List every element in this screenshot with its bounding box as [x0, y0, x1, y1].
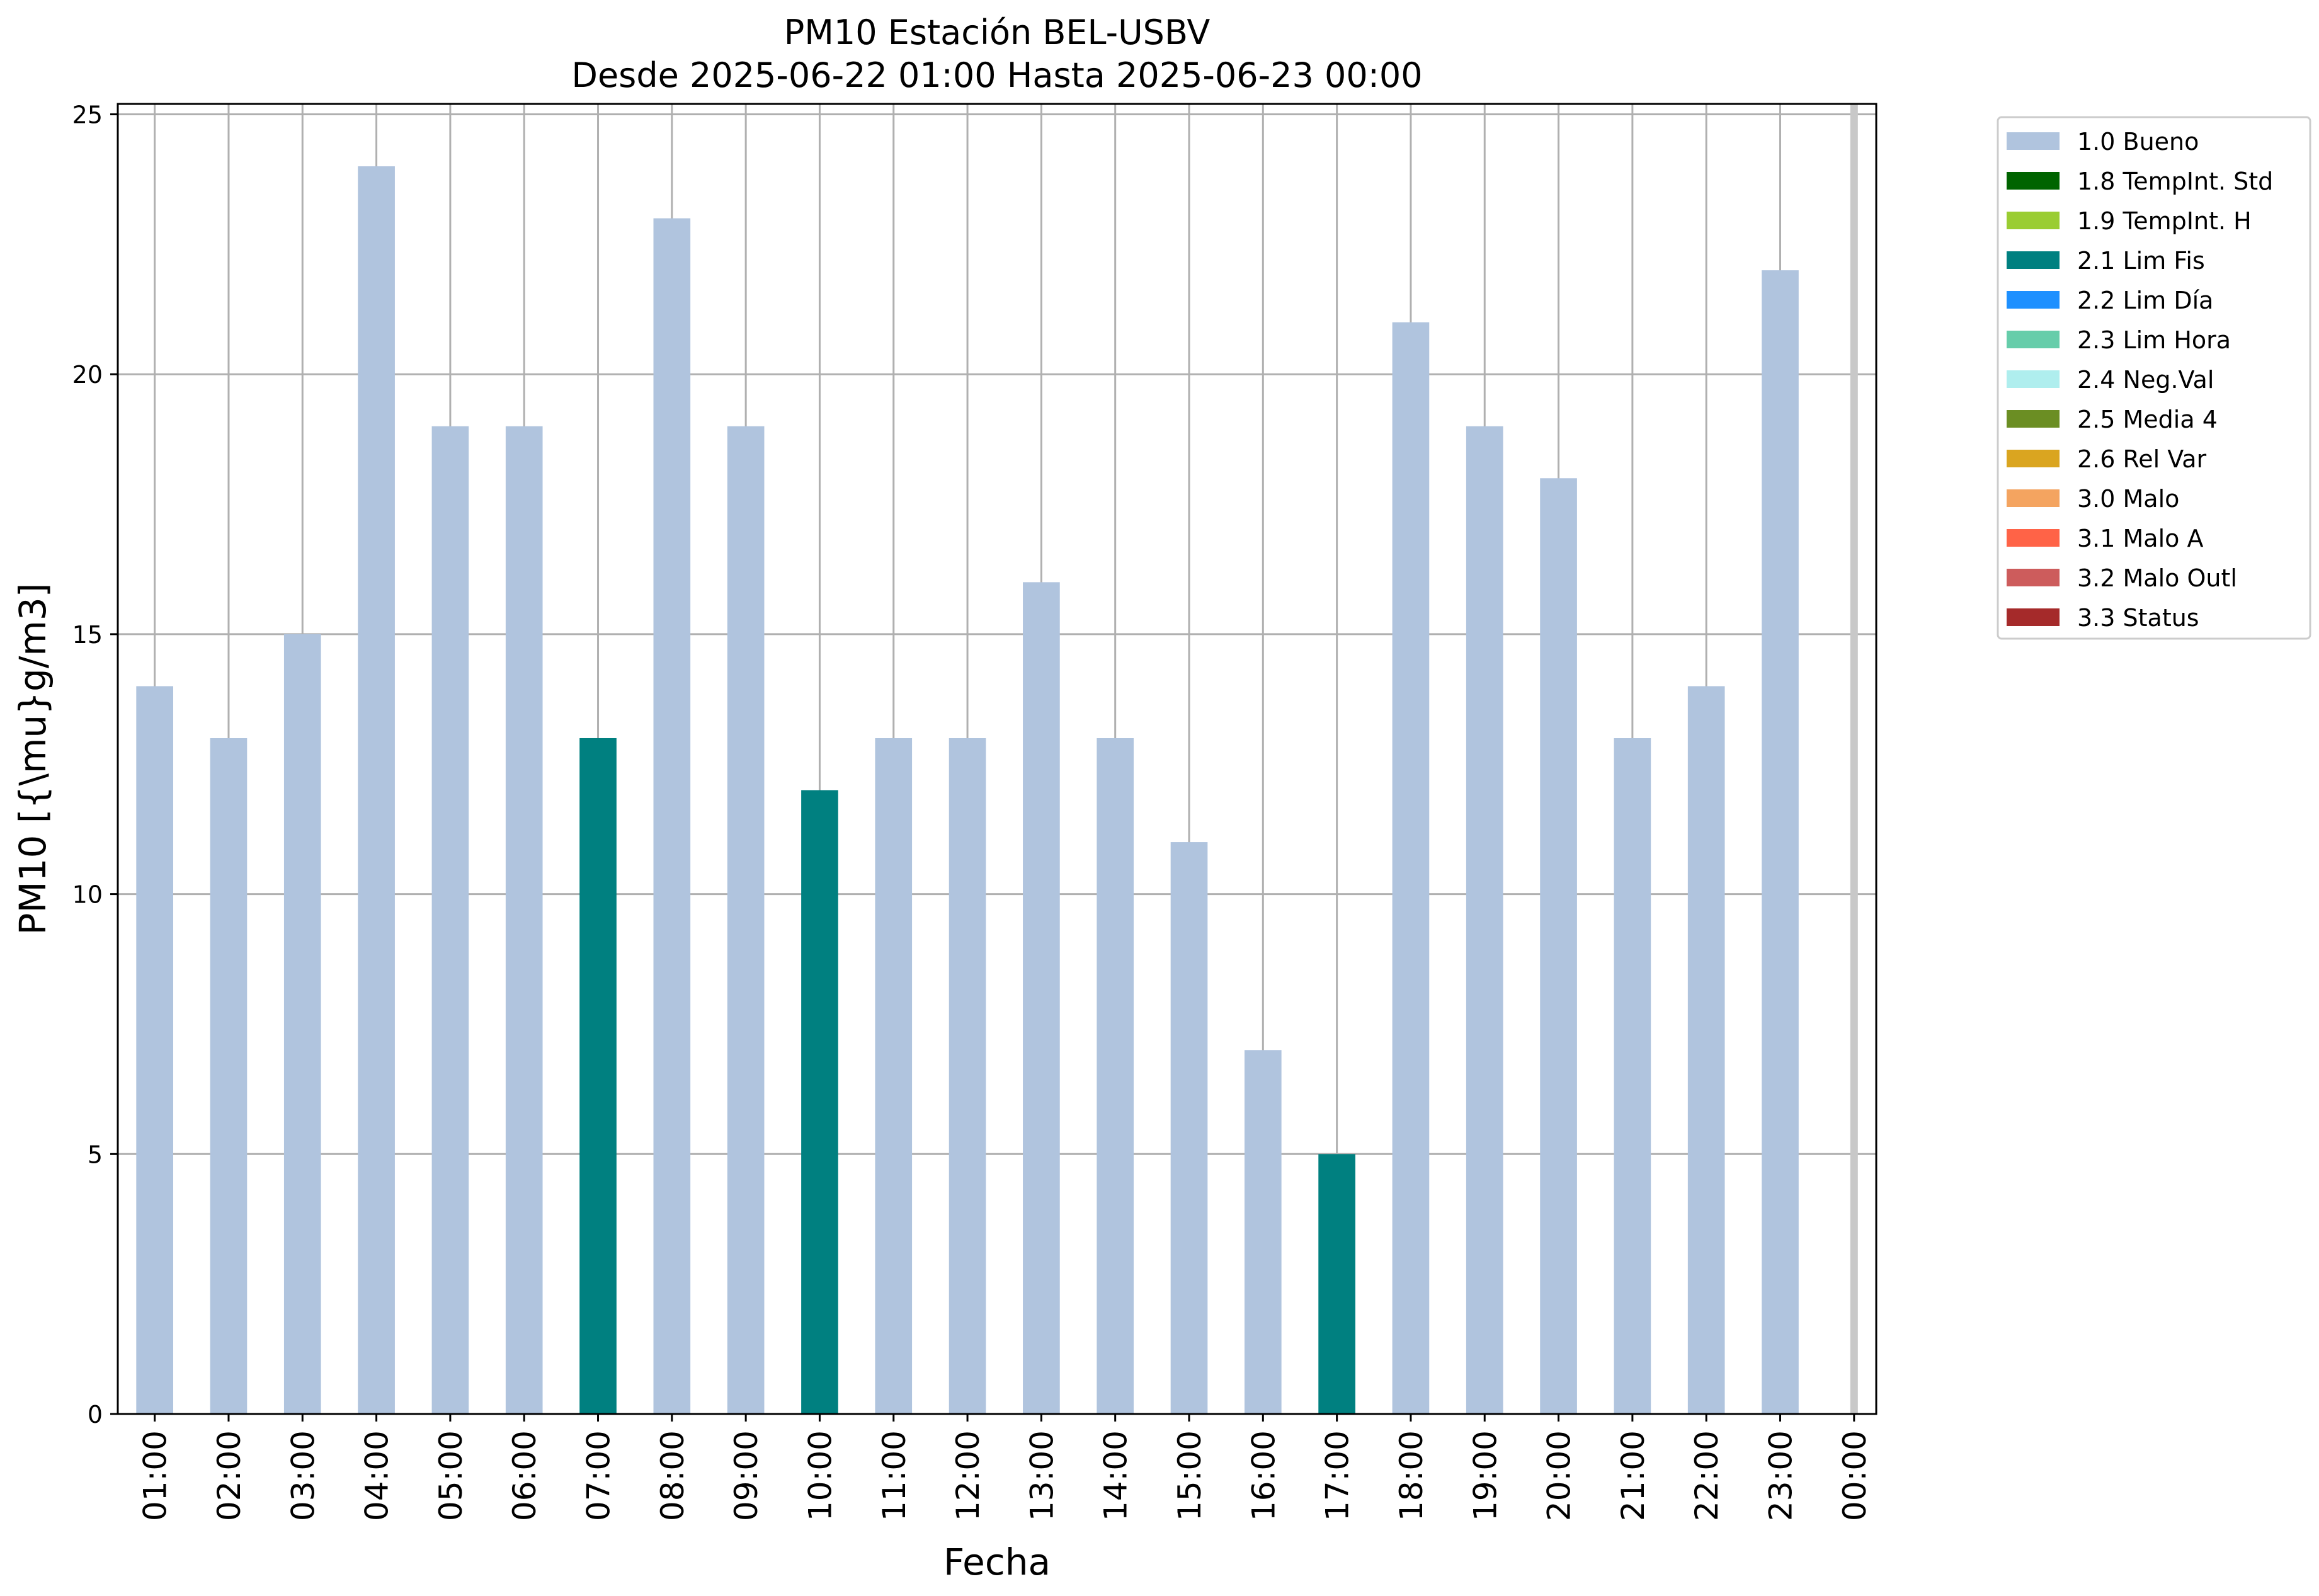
bar	[1540, 478, 1577, 1415]
legend-label: 2.3 Lim Hora	[2077, 326, 2231, 354]
x-tick-label: 17:00	[1319, 1430, 1356, 1521]
legend: 1.0 Bueno 1.8 TempInt. Std 1.9 TempInt. H 2…	[1997, 116, 2311, 640]
legend-label: 1.9 TempInt. H	[2077, 207, 2252, 235]
bar	[1170, 842, 1208, 1414]
legend-label: 3.3 Status	[2077, 604, 2199, 632]
legend-swatch	[2007, 212, 2060, 229]
bar	[358, 166, 395, 1414]
bar	[1244, 1050, 1282, 1414]
y-tick-label: 10	[72, 881, 103, 909]
legend-swatch	[2007, 608, 2060, 626]
legend-swatch	[2007, 489, 2060, 507]
x-axis: 01:00 02:00 03:00 04:00 05:00 06:00 07:00 08:00…	[137, 1414, 1873, 1521]
legend-label: 2.2 Lim Día	[2077, 287, 2213, 314]
chart-title: PM10 Estación BEL-USBV	[784, 13, 1211, 52]
bar	[1023, 582, 1060, 1415]
plot-frame	[117, 103, 1877, 1415]
legend-swatch	[2007, 331, 2060, 348]
x-tick-label: 13:00	[1023, 1430, 1060, 1521]
legend-label: 1.0 Bueno	[2077, 128, 2199, 156]
bar	[1762, 270, 1799, 1415]
bar	[875, 738, 913, 1414]
x-tick-label: 05:00	[433, 1430, 469, 1521]
legend-swatch	[2007, 529, 2060, 547]
x-tick-label: 19:00	[1467, 1430, 1503, 1521]
legend-label: 1.8 TempInt. Std	[2077, 168, 2273, 195]
legend-swatch	[2007, 450, 2060, 467]
x-axis-label: Fecha	[943, 1541, 1051, 1583]
y-tick-label: 20	[72, 361, 103, 389]
bar	[431, 426, 469, 1414]
bar	[1097, 738, 1134, 1414]
legend-label: 2.6 Rel Var	[2077, 445, 2207, 473]
x-tick-label: 06:00	[506, 1430, 543, 1521]
legend-swatch	[2007, 370, 2060, 388]
legend-swatch	[2007, 410, 2060, 428]
bar	[283, 634, 321, 1414]
x-tick-label: 10:00	[802, 1430, 838, 1521]
x-tick-label: 14:00	[1098, 1430, 1134, 1521]
bar	[1466, 426, 1503, 1414]
legend-swatch	[2007, 251, 2060, 269]
x-tick-label: 21:00	[1615, 1430, 1651, 1521]
bar	[949, 738, 986, 1414]
y-axis: 0 5 10 15 20 25	[72, 101, 118, 1428]
bar	[579, 738, 617, 1414]
bar	[136, 686, 173, 1414]
legend-swatch	[2007, 132, 2060, 150]
legend-label: 3.0 Malo	[2077, 485, 2179, 513]
x-tick-label: 09:00	[728, 1430, 765, 1521]
y-axis-label: PM10 [{\mu}g/m3]	[11, 583, 54, 935]
chart-subtitle: Desde 2025-06-22 01:00 Hasta 2025-06-23 …	[571, 55, 1422, 95]
legend-swatch	[2007, 291, 2060, 309]
x-tick-label: 04:00	[359, 1430, 396, 1521]
bar	[1392, 322, 1430, 1415]
bar-missing	[1850, 104, 1858, 1414]
bar	[1614, 738, 1651, 1414]
legend-label: 2.4 Neg.Val	[2077, 366, 2214, 394]
bars	[136, 104, 1858, 1415]
bar	[801, 790, 838, 1414]
x-tick-label: 22:00	[1689, 1430, 1725, 1521]
x-tick-label: 23:00	[1762, 1430, 1799, 1521]
x-tick-label: 08:00	[654, 1430, 691, 1521]
x-tick-label: 18:00	[1393, 1430, 1430, 1521]
x-tick-label: 02:00	[211, 1430, 248, 1521]
legend-label: 2.5 Media 4	[2077, 406, 2218, 433]
x-tick-label: 11:00	[876, 1430, 913, 1521]
y-tick-label: 0	[88, 1401, 103, 1428]
legend-swatch	[2007, 569, 2060, 586]
legend-label: 2.1 Lim Fis	[2077, 247, 2205, 275]
bar	[505, 426, 543, 1414]
x-tick-label: 12:00	[950, 1430, 986, 1521]
y-tick-label: 5	[88, 1141, 103, 1168]
x-tick-label: 15:00	[1171, 1430, 1208, 1521]
legend-label: 3.2 Malo Outl	[2077, 564, 2237, 592]
y-tick-label: 25	[72, 101, 103, 129]
bar	[1687, 686, 1725, 1414]
x-tick-label: 00:00	[1837, 1430, 1873, 1521]
bar	[653, 218, 691, 1415]
x-tick-label: 01:00	[137, 1430, 174, 1521]
bar	[1318, 1154, 1355, 1414]
legend-label: 3.1 Malo A	[2077, 525, 2203, 552]
bar	[210, 738, 248, 1414]
bar	[727, 426, 765, 1414]
x-tick-label: 16:00	[1245, 1430, 1282, 1521]
x-tick-label: 20:00	[1541, 1430, 1578, 1521]
x-tick-label: 03:00	[285, 1430, 321, 1521]
y-tick-label: 15	[72, 621, 103, 649]
legend-box	[1997, 116, 2311, 640]
legend-swatch	[2007, 172, 2060, 190]
x-tick-label: 07:00	[581, 1430, 617, 1521]
